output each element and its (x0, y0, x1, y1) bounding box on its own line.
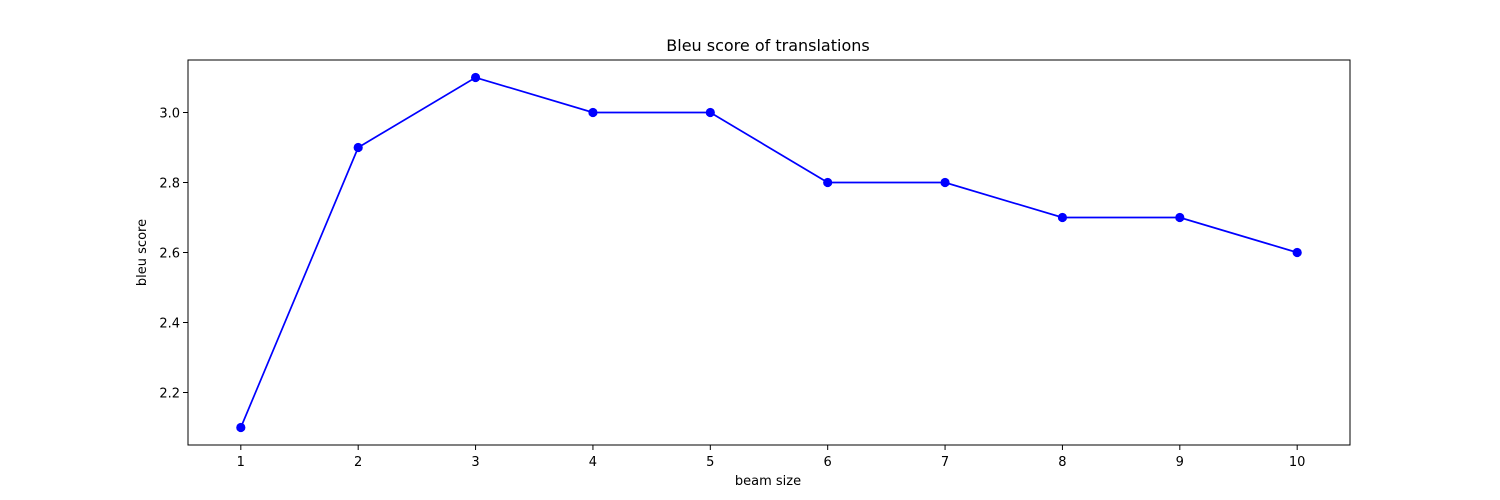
chart-title: Bleu score of translations (666, 36, 869, 55)
y-tick-label: 3.0 (159, 107, 180, 122)
y-tick-label: 2.6 (159, 247, 180, 262)
x-tick-label: 8 (1058, 455, 1066, 470)
data-point (588, 107, 598, 118)
series-layer (236, 72, 1302, 433)
x-axis-label: beam size (735, 474, 801, 489)
data-point (940, 177, 950, 188)
data-point (470, 72, 481, 83)
y-tick-label: 2.8 (159, 177, 180, 192)
x-tick-label: 10 (1289, 455, 1306, 470)
data-point (1292, 247, 1302, 258)
y-axis: 2.2 2.4 2.6 2.8 3.0 (159, 107, 188, 402)
x-tick-label: 6 (824, 455, 832, 470)
series-line (240, 76, 1298, 428)
data-point (353, 142, 363, 153)
x-tick-label: 4 (589, 455, 597, 470)
x-tick-label: 5 (706, 455, 714, 470)
x-tick-label: 9 (1176, 455, 1184, 470)
y-tick-label: 2.2 (159, 387, 180, 402)
x-axis: 1 2 3 4 5 6 7 8 9 10 (237, 445, 1306, 470)
data-point (1057, 212, 1068, 223)
data-point (823, 177, 833, 188)
y-axis-label: bleu score (135, 219, 150, 286)
x-tick-label: 1 (237, 455, 245, 470)
data-point (1175, 212, 1185, 223)
y-tick-label: 2.4 (159, 317, 180, 332)
x-tick-label: 7 (941, 455, 949, 470)
x-tick-label: 2 (354, 455, 362, 470)
data-point (705, 107, 715, 118)
data-point (236, 422, 246, 433)
x-tick-label: 3 (471, 455, 479, 470)
